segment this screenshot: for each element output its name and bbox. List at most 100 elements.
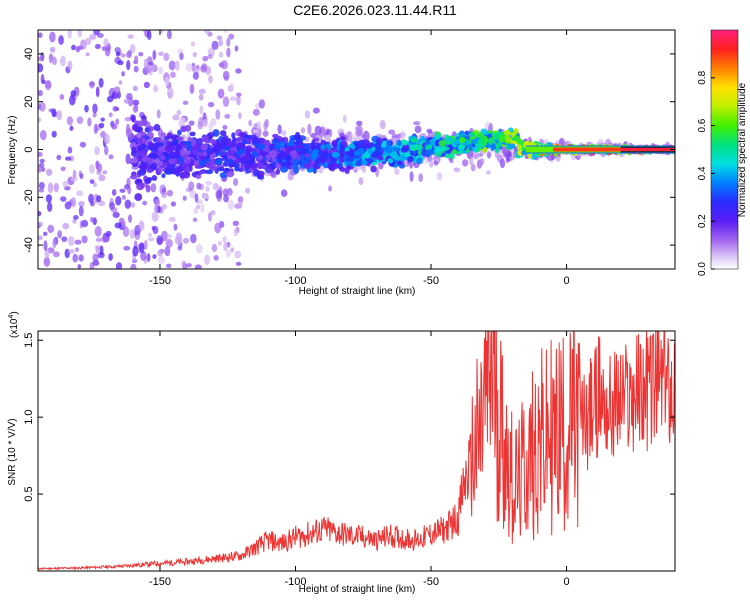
heatmap-cell [170, 71, 176, 78]
heatmap-cell [39, 130, 47, 141]
heatmap-cell [198, 93, 204, 101]
heatmap-cell [280, 189, 288, 198]
heatmap-cell [362, 130, 370, 142]
heatmap-cell [59, 94, 65, 100]
heatmap-cell [147, 153, 156, 159]
heatmap-cell [328, 185, 333, 192]
heatmap-cell [84, 104, 89, 113]
heatmap-cell [346, 135, 353, 143]
heatmap-cell [200, 64, 208, 73]
heatmap-cell [346, 164, 352, 169]
heatmap-cell [204, 193, 209, 200]
heatmap-cell [38, 221, 43, 227]
heatmap-cell [45, 79, 52, 91]
heatmap-cell [38, 151, 43, 158]
heatmap-cell [320, 156, 325, 165]
heatmap-cell [146, 167, 154, 173]
heatmap-cell [98, 77, 104, 88]
heatmap-cell [71, 44, 77, 51]
heatmap-cell [280, 129, 287, 136]
snr-y-label: SNR (10 * V/V) [7, 418, 18, 485]
heatmap-cell [167, 87, 174, 99]
heatmap-cell [148, 125, 154, 133]
heatmap-cell [240, 156, 248, 163]
heatmap-cell [185, 150, 191, 156]
heatmap-cell [93, 123, 98, 135]
heatmap-cell [317, 162, 322, 167]
heatmap-cell [38, 63, 44, 73]
heatmap-cell [462, 159, 469, 167]
heatmap-cell [293, 166, 300, 174]
heatmap-cell [215, 109, 221, 120]
heatmap-cell [214, 222, 222, 234]
heatmap-cell [77, 45, 84, 51]
heatmap-cell [245, 187, 251, 194]
heatmap-cell [127, 214, 133, 223]
heatmap-cell [459, 136, 466, 144]
y-tick-label: -20 [23, 189, 35, 205]
heatmap-cell [151, 211, 159, 222]
heatmap-cell [219, 130, 227, 137]
heatmap-cell [88, 164, 95, 174]
heatmap-cell [486, 170, 491, 175]
x-tick-label: 0 [564, 576, 570, 588]
heatmap-cell [208, 149, 215, 155]
heatmap-cell [300, 127, 306, 134]
heatmap-cell [62, 180, 69, 188]
heatmap-cell [154, 204, 158, 213]
heatmap-cell [168, 151, 175, 157]
heatmap-cell [129, 228, 135, 239]
heatmap-cell [448, 137, 453, 142]
heatmap-cell [89, 81, 95, 87]
heatmap-cell [152, 254, 157, 259]
heatmap-cell [38, 56, 45, 62]
heatmap-cell [89, 179, 95, 184]
heatmap-cell [188, 165, 193, 172]
x-tick-label: -150 [149, 576, 171, 588]
heatmap-cell [176, 109, 182, 116]
heatmap-cell [157, 256, 166, 264]
heatmap-cell [383, 145, 393, 154]
heatmap-cell [167, 142, 175, 147]
heatmap-cell [138, 220, 145, 231]
heatmap-cell [340, 136, 347, 141]
heatmap-cell [57, 230, 63, 239]
heatmap-cell [222, 236, 227, 243]
heatmap-cell [233, 178, 239, 187]
heatmap-cell [92, 112, 97, 118]
heatmap-cell [252, 108, 260, 116]
heatmap-cell [189, 131, 196, 137]
heatmap-cell [38, 102, 42, 111]
heatmap-cell [158, 66, 164, 75]
heatmap-cell [172, 114, 180, 121]
heatmap-cell [181, 117, 187, 125]
heatmap-cell [224, 113, 231, 119]
heatmap-cell [435, 145, 442, 154]
heatmap-cell [379, 119, 386, 130]
heatmap-cell [442, 146, 450, 151]
heatmap-cell [77, 264, 82, 269]
heatmap-cell [407, 156, 414, 163]
heatmap-cell [358, 177, 364, 186]
heatmap-cell [40, 74, 45, 84]
heatmap-cell [431, 137, 437, 143]
heatmap-cell [426, 149, 434, 156]
colorbar: 0.0 0.2 0.4 0.6 0.8 Normalized spectral ampl… [697, 29, 748, 276]
heatmap-cell [113, 86, 121, 94]
heatmap-cell [173, 223, 178, 231]
heatmap-cell [317, 134, 322, 144]
heatmap-cell [68, 94, 76, 106]
heatmap-cell [163, 52, 170, 62]
heatmap-cell [348, 156, 355, 162]
figure-title: C2E6.2026.023.11.44.R11 [293, 2, 457, 18]
heatmap-cell [192, 65, 197, 73]
heatmap-cell [111, 188, 117, 196]
heatmap-cell [374, 142, 382, 149]
heatmap-cell [181, 260, 187, 269]
heatmap-cell [98, 200, 106, 207]
heatmap-cell [272, 137, 279, 144]
heatmap-cell [115, 51, 121, 57]
heatmap-cell [104, 145, 109, 156]
heatmap-cell [103, 133, 110, 145]
